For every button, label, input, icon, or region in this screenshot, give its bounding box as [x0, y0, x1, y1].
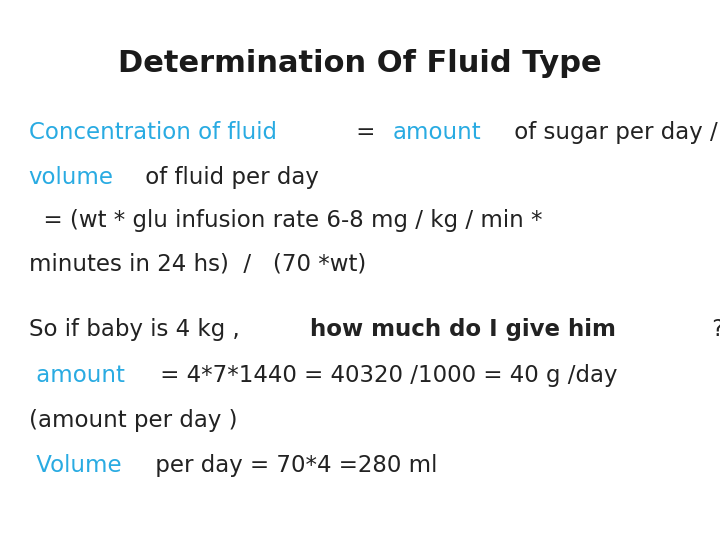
- Text: minutes in 24 hs)  /   (70 *wt): minutes in 24 hs) / (70 *wt): [29, 252, 366, 275]
- Text: volume: volume: [29, 166, 114, 188]
- Text: So if baby is 4 kg ,: So if baby is 4 kg ,: [29, 318, 247, 341]
- Text: per day = 70*4 =280 ml: per day = 70*4 =280 ml: [148, 454, 438, 477]
- Text: =: =: [348, 121, 382, 144]
- Text: how much do I give him: how much do I give him: [310, 318, 616, 341]
- Text: = (wt * glu infusion rate 6-8 mg / kg / min *: = (wt * glu infusion rate 6-8 mg / kg / …: [29, 209, 542, 232]
- Text: Concentration of fluid: Concentration of fluid: [29, 121, 276, 144]
- Text: Determination Of Fluid Type: Determination Of Fluid Type: [118, 49, 602, 78]
- Text: of sugar per day /: of sugar per day /: [507, 121, 717, 144]
- Text: Volume: Volume: [29, 454, 122, 477]
- Text: amount: amount: [392, 121, 481, 144]
- Text: of fluid per day: of fluid per day: [138, 166, 320, 188]
- Text: (amount per day ): (amount per day ): [29, 409, 238, 431]
- Text: amount: amount: [29, 364, 125, 387]
- Text: ?: ?: [705, 318, 720, 341]
- Text: = 4*7*1440 = 40320 /1000 = 40 g /day: = 4*7*1440 = 40320 /1000 = 40 g /day: [153, 364, 617, 387]
